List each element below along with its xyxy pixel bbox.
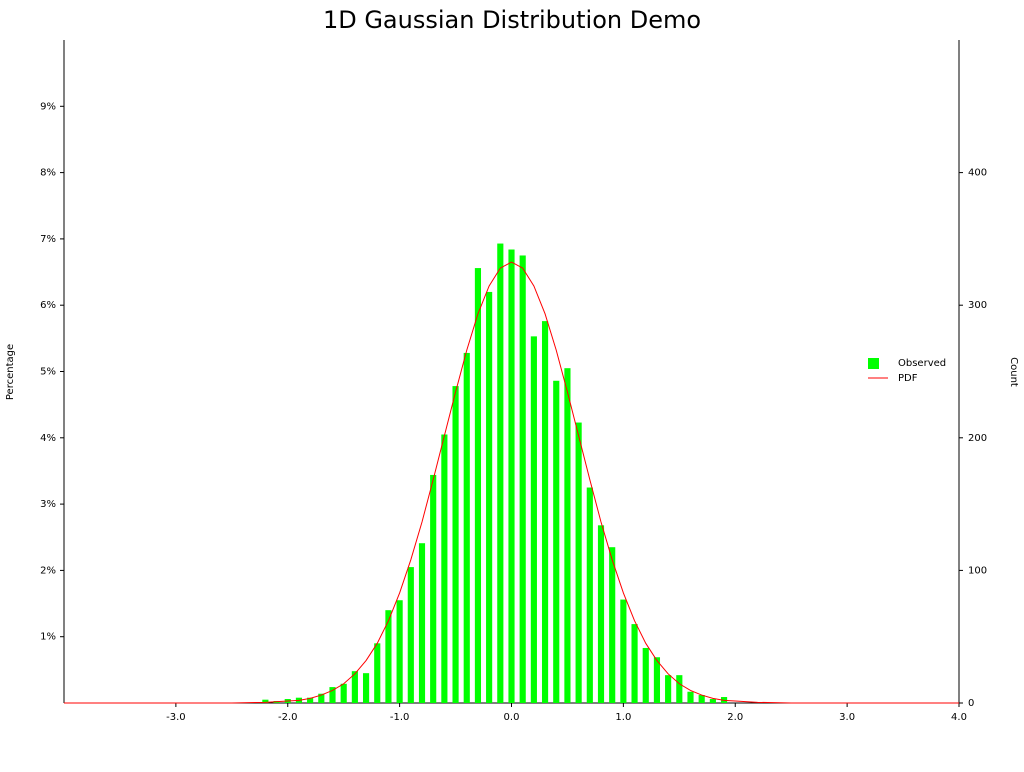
pdf-line: [64, 261, 959, 704]
x-tick-label: -1.0: [390, 712, 410, 723]
bar: [620, 599, 627, 703]
bar: [374, 643, 381, 703]
bar: [665, 675, 672, 703]
bar: [676, 675, 683, 703]
bar: [407, 567, 414, 703]
y-tick-label: 5%: [40, 367, 56, 378]
y-tick-label: 2%: [40, 565, 56, 576]
x-tick-label: 1.0: [615, 712, 631, 723]
bar: [586, 487, 593, 703]
x-tick-label: -2.0: [278, 712, 298, 723]
bar: [307, 697, 314, 703]
bar: [530, 336, 537, 703]
y2-tick-label: 300: [968, 300, 987, 311]
bar: [385, 610, 392, 703]
y2-tick-label: 0: [968, 698, 974, 709]
legend-swatch: [868, 358, 879, 369]
x-tick-label: 3.0: [839, 712, 855, 723]
y-tick-label: 4%: [40, 433, 56, 444]
bar: [362, 673, 370, 703]
bar: [351, 671, 358, 703]
bar: [441, 434, 448, 703]
bar: [653, 657, 661, 703]
chart-title: 1D Gaussian Distribution Demo: [323, 6, 701, 34]
bar: [474, 268, 482, 703]
x-tick-label: 4.0: [951, 712, 967, 723]
bar: [430, 474, 437, 703]
y-tick-label: 8%: [40, 168, 56, 179]
bar: [687, 691, 694, 703]
bar: [463, 352, 470, 703]
bar: [553, 380, 560, 703]
bar: [564, 368, 571, 703]
y-tick-label: 6%: [40, 300, 56, 311]
y-axis-label: Percentage: [5, 344, 16, 400]
bar: [541, 321, 549, 703]
bar: [329, 687, 336, 703]
legend-label: PDF: [898, 373, 918, 384]
y-tick-label: 1%: [40, 632, 56, 643]
x-tick-label: 0.0: [504, 712, 520, 723]
bar: [709, 699, 716, 703]
y2-axis-label: Count: [1008, 357, 1019, 387]
bar: [508, 249, 515, 703]
bar: [418, 543, 426, 703]
bar: [519, 255, 526, 703]
bar: [642, 647, 649, 703]
y2-tick-label: 100: [968, 565, 987, 576]
y-tick-label: 3%: [40, 499, 56, 510]
bar: [575, 422, 582, 703]
bar: [452, 386, 459, 703]
bar: [631, 624, 638, 703]
y2-tick-label: 400: [968, 168, 987, 179]
bar: [497, 243, 504, 703]
bar: [597, 525, 605, 703]
y-tick-label: 7%: [40, 234, 56, 245]
y-tick-label: 9%: [40, 101, 56, 112]
bar: [396, 600, 403, 703]
y2-tick-label: 200: [968, 433, 987, 444]
bar: [486, 291, 493, 703]
bar: [318, 693, 325, 703]
x-tick-label: -3.0: [166, 712, 186, 723]
bar: [609, 547, 616, 703]
bar: [262, 699, 269, 703]
legend-label: Observed: [898, 358, 946, 369]
bar: [340, 683, 347, 703]
bar: [698, 695, 705, 703]
x-tick-label: 2.0: [727, 712, 743, 723]
